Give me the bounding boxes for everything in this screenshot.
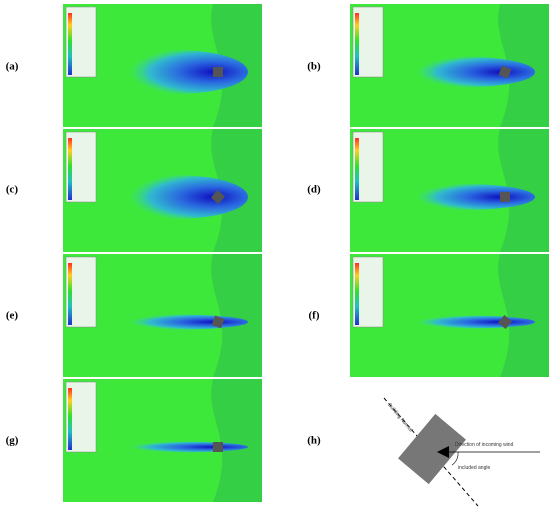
contour-panel <box>350 4 549 127</box>
building <box>497 314 513 330</box>
building <box>498 65 512 79</box>
wake <box>108 50 248 94</box>
contour-panel <box>63 379 262 502</box>
far-field <box>211 379 262 502</box>
wake <box>395 184 535 210</box>
building <box>213 67 223 77</box>
angle-arc <box>451 451 459 466</box>
far-field <box>498 254 549 377</box>
wake <box>395 315 535 329</box>
legend-scale <box>355 13 359 75</box>
legend-scale <box>68 138 72 200</box>
wind-label: Direction of incoming wind <box>455 442 514 448</box>
angle-label: included angle <box>458 465 490 471</box>
legend-scale <box>68 388 72 450</box>
building <box>213 442 223 452</box>
legend-scale <box>355 138 359 200</box>
building <box>500 192 510 202</box>
panel-label: (e) <box>6 310 19 322</box>
panel-label: (d) <box>307 184 321 196</box>
panel-label: (h) <box>307 435 321 447</box>
contour-panel <box>350 254 549 377</box>
panel-label: (b) <box>307 61 321 73</box>
building-normal-label: Building Normal <box>386 402 413 433</box>
diagram: Building Normal Direction of incoming wi… <box>383 397 540 507</box>
panel-label: (f) <box>309 310 320 322</box>
panel-label: (g) <box>6 435 19 447</box>
contour-panel <box>63 129 262 252</box>
legend-scale <box>355 263 359 325</box>
panel-label: (a) <box>6 61 19 73</box>
contour-panel <box>63 4 262 127</box>
wake <box>395 56 535 88</box>
wind-arrow <box>437 446 449 458</box>
wake <box>108 175 248 219</box>
building <box>211 315 225 329</box>
wake <box>108 314 248 330</box>
panel-label: (c) <box>6 184 19 196</box>
legend-scale <box>68 13 72 75</box>
contour-panel <box>63 254 262 377</box>
wake <box>108 441 248 453</box>
building <box>210 189 226 205</box>
legend-scale <box>68 263 72 325</box>
building <box>398 413 466 485</box>
contour-panel <box>350 129 549 252</box>
far-field <box>211 254 262 377</box>
